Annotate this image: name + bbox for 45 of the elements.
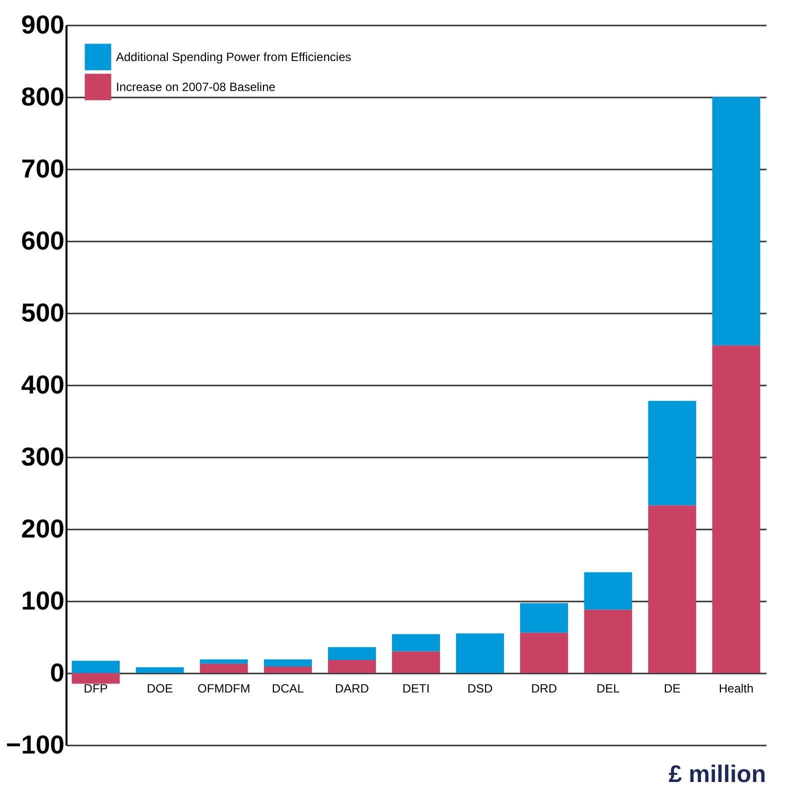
bar <box>520 603 568 633</box>
legend-label: Increase on 2007-08 Baseline <box>116 80 276 94</box>
x-tick-label: DEL <box>596 682 620 696</box>
y-tick-label: 700 <box>21 154 64 184</box>
bar <box>584 610 632 673</box>
bar <box>712 97 760 346</box>
bar <box>648 400 696 506</box>
bar <box>328 647 376 660</box>
bar <box>328 660 376 673</box>
x-tick-label: DE <box>664 682 681 696</box>
y-tick-label: 900 <box>21 10 64 40</box>
x-tick-label: DETI <box>402 682 430 696</box>
bar <box>72 660 120 673</box>
y-tick-label: 100 <box>21 586 64 616</box>
bar <box>648 505 696 673</box>
bar <box>520 632 568 673</box>
bar <box>72 673 120 684</box>
bar <box>456 633 504 673</box>
bar <box>584 572 632 610</box>
x-tick-label: DCAL <box>272 682 304 696</box>
x-tick-label: DARD <box>334 682 370 696</box>
x-tick-label: DSD <box>467 682 494 696</box>
bar <box>392 634 440 652</box>
x-tick-label: OFMDFM <box>198 682 250 696</box>
bar <box>200 664 248 673</box>
bar <box>200 659 248 664</box>
y-tick-label: 600 <box>21 226 64 256</box>
y-tick-label: 0 <box>50 658 64 688</box>
y-tick-label: −100 <box>6 730 64 760</box>
y-tick-label: 300 <box>21 442 64 472</box>
x-tick-label: DRD <box>531 682 558 696</box>
legend-label: Additional Spending Power from Efficiencies <box>116 50 352 64</box>
y-tick-label: 500 <box>21 298 64 328</box>
y-tick-label: 200 <box>21 514 64 544</box>
y-tick-label: 800 <box>21 82 64 112</box>
bar <box>264 666 312 673</box>
x-tick-label: DFP <box>84 682 108 696</box>
bar <box>392 651 440 673</box>
bar <box>712 345 760 673</box>
bar <box>136 667 184 673</box>
text: £ million <box>668 761 766 788</box>
y-tick-label: 400 <box>21 370 64 400</box>
x-tick-label: DOE <box>146 682 173 696</box>
bar <box>264 659 312 667</box>
x-tick-label: Health <box>718 682 754 696</box>
